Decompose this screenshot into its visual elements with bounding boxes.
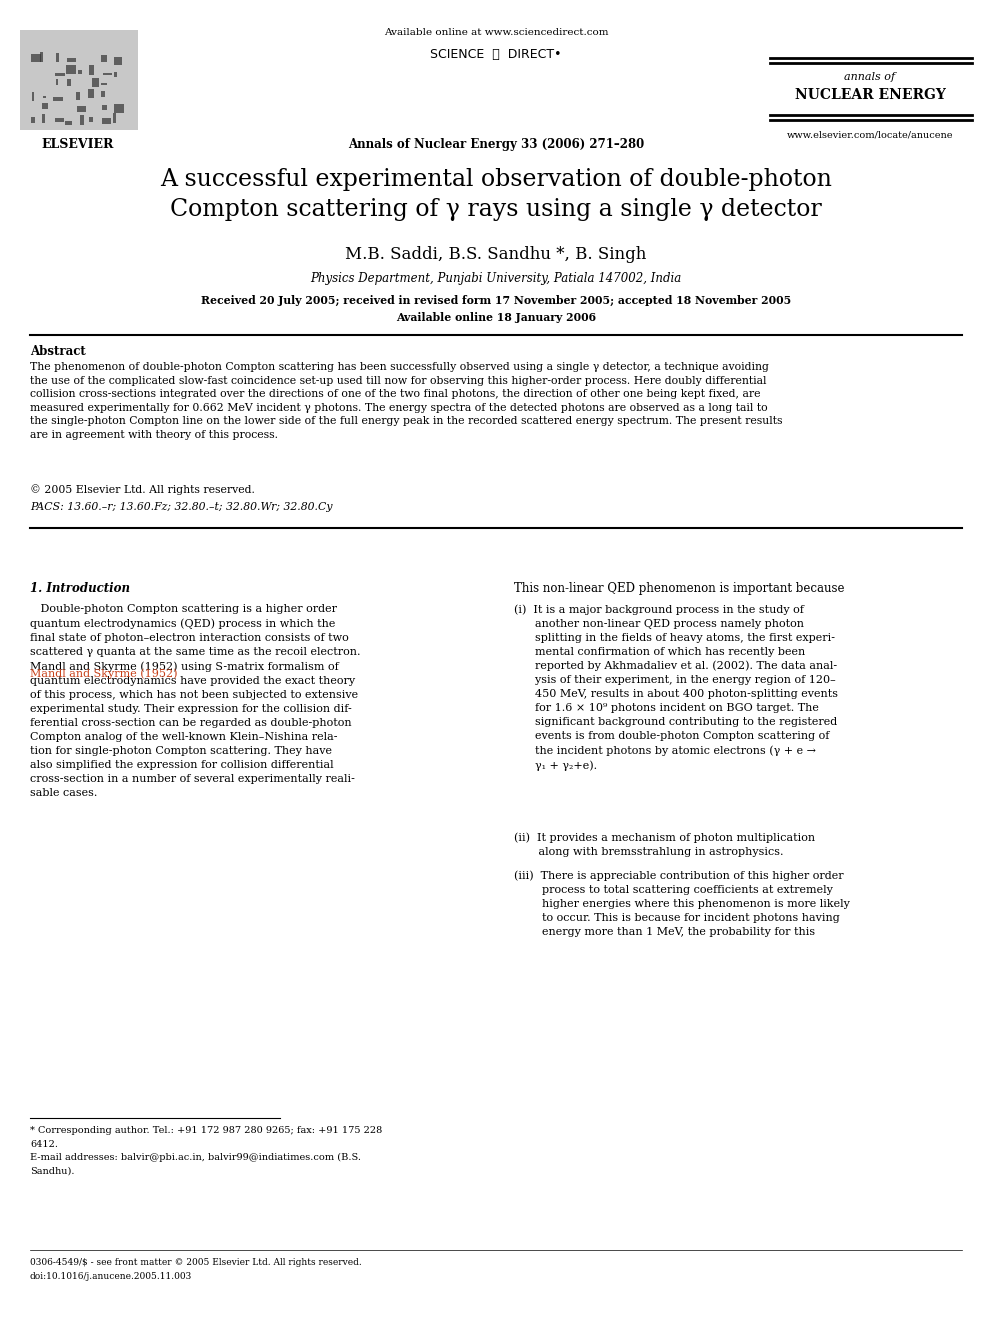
Text: www.elsevier.com/locate/anucene: www.elsevier.com/locate/anucene xyxy=(787,130,953,139)
Text: 0306-4549/$ - see front matter © 2005 Elsevier Ltd. All rights reserved.: 0306-4549/$ - see front matter © 2005 El… xyxy=(30,1258,362,1267)
Text: 1. Introduction: 1. Introduction xyxy=(30,582,130,595)
Bar xyxy=(89,116,93,123)
Bar xyxy=(101,91,104,97)
Bar xyxy=(43,103,48,110)
Bar xyxy=(66,78,70,86)
Bar xyxy=(67,58,76,62)
Text: © 2005 Elsevier Ltd. All rights reserved.: © 2005 Elsevier Ltd. All rights reserved… xyxy=(30,484,255,495)
Bar xyxy=(31,54,41,62)
Bar xyxy=(53,98,62,101)
Text: Double-photon Compton scattering is a higher order
quantum electrodynamics (QED): Double-photon Compton scattering is a hi… xyxy=(30,605,360,798)
Bar xyxy=(56,73,65,77)
Text: A successful experimental observation of double-photon: A successful experimental observation of… xyxy=(160,168,832,191)
Text: Physics Department, Punjabi University, Patiala 147002, India: Physics Department, Punjabi University, … xyxy=(310,273,682,284)
Bar xyxy=(42,114,46,123)
Bar xyxy=(114,57,122,65)
Bar xyxy=(65,122,72,124)
Text: * Corresponding author. Tel.: +91 172 987 280 9265; fax: +91 175 228: * Corresponding author. Tel.: +91 172 98… xyxy=(30,1126,382,1135)
Text: Received 20 July 2005; received in revised form 17 November 2005; accepted 18 No: Received 20 July 2005; received in revis… xyxy=(200,295,792,306)
Text: This non-linear QED phenomenon is important because: This non-linear QED phenomenon is import… xyxy=(514,582,844,595)
Bar xyxy=(40,52,44,62)
Bar xyxy=(32,93,35,101)
Text: M.B. Saddi, B.S. Sandhu *, B. Singh: M.B. Saddi, B.S. Sandhu *, B. Singh xyxy=(345,246,647,263)
Bar xyxy=(88,65,94,75)
Bar xyxy=(101,56,107,62)
Bar xyxy=(102,106,107,110)
Bar xyxy=(56,78,59,86)
Bar xyxy=(114,71,117,77)
Text: 6412.: 6412. xyxy=(30,1140,58,1148)
Text: Annals of Nuclear Energy 33 (2006) 271–280: Annals of Nuclear Energy 33 (2006) 271–2… xyxy=(348,138,644,151)
Bar xyxy=(91,78,99,87)
Text: NUCLEAR ENERGY: NUCLEAR ENERGY xyxy=(795,89,945,102)
Text: annals of: annals of xyxy=(844,71,896,82)
Text: SCIENCE  ⓐ  DIRECT•: SCIENCE ⓐ DIRECT• xyxy=(431,48,561,61)
Text: Mandl and Skyrme (1952): Mandl and Skyrme (1952) xyxy=(30,668,178,679)
Text: (ii)  It provides a mechanism of photon multiplication
       along with bremsst: (ii) It provides a mechanism of photon m… xyxy=(514,832,815,856)
Bar xyxy=(101,82,107,86)
Text: (i)  It is a major background process in the study of
      another non-linear Q: (i) It is a major background process in … xyxy=(514,605,838,771)
Text: Sandhu).: Sandhu). xyxy=(30,1167,74,1176)
Text: Abstract: Abstract xyxy=(30,345,85,359)
Text: doi:10.1016/j.anucene.2005.11.003: doi:10.1016/j.anucene.2005.11.003 xyxy=(30,1271,192,1281)
Bar xyxy=(114,105,124,112)
Bar xyxy=(78,70,81,74)
Bar xyxy=(56,53,60,62)
Text: PACS: 13.60.–r; 13.60.Fz; 32.80.–t; 32.80.Wr; 32.80.Cy: PACS: 13.60.–r; 13.60.Fz; 32.80.–t; 32.8… xyxy=(30,501,332,512)
Bar xyxy=(113,114,116,123)
Bar xyxy=(66,65,75,74)
Bar xyxy=(20,30,138,130)
Bar xyxy=(79,115,83,124)
Bar xyxy=(55,118,63,122)
Bar xyxy=(76,93,80,101)
Bar xyxy=(31,118,35,123)
Bar xyxy=(102,73,112,75)
Text: The phenomenon of double-photon Compton scattering has been successfully observe: The phenomenon of double-photon Compton … xyxy=(30,363,783,441)
Text: Available online at www.sciencedirect.com: Available online at www.sciencedirect.co… xyxy=(384,28,608,37)
Text: ELSEVIER: ELSEVIER xyxy=(42,138,114,151)
Text: E-mail addresses: balvir@pbi.ac.in, balvir99@indiatimes.com (B.S.: E-mail addresses: balvir@pbi.ac.in, balv… xyxy=(30,1154,361,1162)
Bar xyxy=(102,118,111,124)
Bar xyxy=(43,97,46,98)
Text: Available online 18 January 2006: Available online 18 January 2006 xyxy=(396,312,596,323)
Bar xyxy=(88,89,94,98)
Text: (iii)  There is appreciable contribution of this higher order
        process to: (iii) There is appreciable contribution … xyxy=(514,871,850,937)
Bar xyxy=(77,106,86,112)
Text: Compton scattering of γ rays using a single γ detector: Compton scattering of γ rays using a sin… xyxy=(170,198,822,221)
